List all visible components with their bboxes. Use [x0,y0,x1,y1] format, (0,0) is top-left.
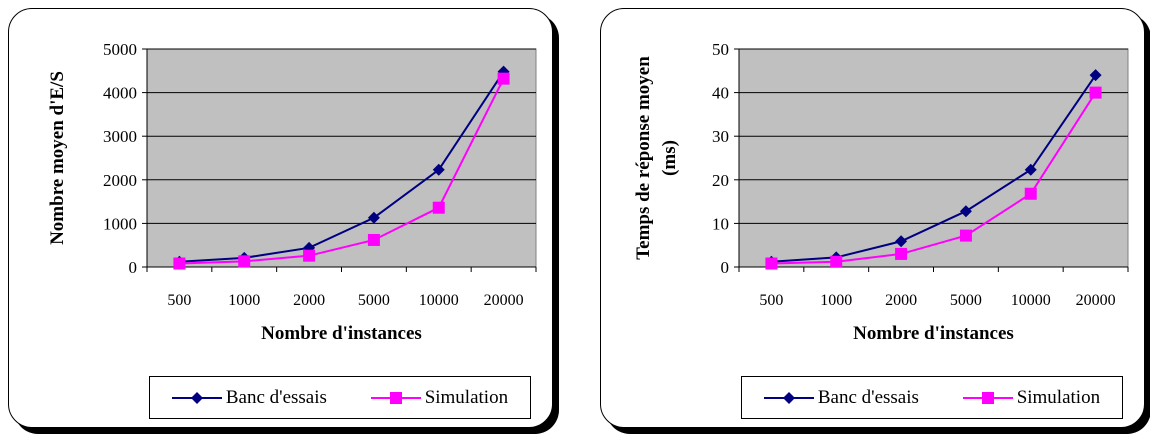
y-tick-label: 0 [129,258,138,277]
x-tick-label: 10000 [1011,292,1051,309]
legend-item-simulation: Simulation [370,386,509,409]
x-tick-label: 5000 [950,292,982,309]
data-point [432,201,445,214]
x-axis-title: Nombre d'instances [853,323,1014,344]
data-point [238,255,251,268]
x-tick-label: 2000 [293,292,325,309]
y-axis-title: (ms) [659,140,680,176]
series-line [179,71,505,263]
legend-item-simulation: Simulation [962,386,1101,409]
data-point [895,247,908,260]
x-tick-label: 20000 [484,292,524,309]
legend-item-banc: Banc d'essais [171,386,327,409]
y-tick-label: 3000 [103,127,137,146]
y-tick-label: 30 [712,127,729,146]
legend-item-banc: Banc d'essais [763,386,919,409]
y-axis-title: Nombre moyen d'E/S [47,71,68,245]
x-tick-label: 500 [167,292,191,309]
y-tick-label: 10 [712,214,729,233]
y-tick-label: 50 [712,40,729,59]
legend-time: Banc d'essais Simulation [741,376,1123,419]
square-marker-icon [370,391,421,404]
data-point [1089,86,1102,99]
y-tick-label: 1000 [103,214,137,233]
series-line [179,78,505,265]
x-tick-label: 1000 [820,292,852,309]
x-axis-title: Nombre d'instances [261,323,422,344]
legend-label: Banc d'essais [817,386,919,408]
data-point [432,163,445,176]
y-tick-label: 2000 [103,171,137,190]
chart-io: 0 1000 2000 3000 4000 5000 500 1000 2000 5000 1000… [47,40,537,344]
data-point [1024,187,1037,200]
y-tick-label: 0 [721,258,730,277]
x-tick-label: 500 [759,292,783,309]
chart-time: 0 10 20 30 40 50 500 1000 2000 5000 10000 20000 Nomb… [633,40,1129,344]
legend-io: Banc d'essais Simulation [149,376,531,419]
series-line [771,74,1097,263]
data-point [367,211,380,224]
data-point [959,205,972,218]
y-tick-label: 4000 [103,84,137,103]
square-marker-icon [962,391,1013,404]
y-axis-title: Temps de réponse moyen [633,56,654,260]
x-tick-label: 5000 [358,292,390,309]
x-tick-label: 20000 [1076,292,1116,309]
chart-panel-time: 0 10 20 30 40 50 500 1000 2000 5000 10000 20000 Nomb… [600,8,1145,428]
legend-label: Simulation [1016,386,1101,408]
data-point [1024,163,1037,176]
data-point [367,233,380,246]
diamond-marker-icon [763,391,814,404]
legend-label: Banc d'essais [225,386,327,408]
legend-label: Simulation [424,386,509,408]
data-point [830,255,843,268]
y-tick-label: 40 [712,84,729,103]
data-point [895,235,908,248]
data-point [303,249,316,262]
data-point [765,257,778,270]
data-point [1089,69,1102,82]
x-tick-label: 2000 [885,292,917,309]
y-tick-label: 20 [712,171,729,190]
data-point [173,257,186,270]
y-tick-label: 5000 [103,40,137,59]
x-tick-label: 1000 [228,292,260,309]
diamond-marker-icon [171,391,222,404]
plot-area [738,48,1129,268]
chart-panel-io: 0 1000 2000 3000 4000 5000 500 1000 2000 5000 1000… [8,8,553,428]
data-point [497,72,510,85]
plot-area [146,48,537,268]
series-line [771,92,1097,265]
data-point [959,229,972,242]
x-tick-label: 10000 [419,292,459,309]
